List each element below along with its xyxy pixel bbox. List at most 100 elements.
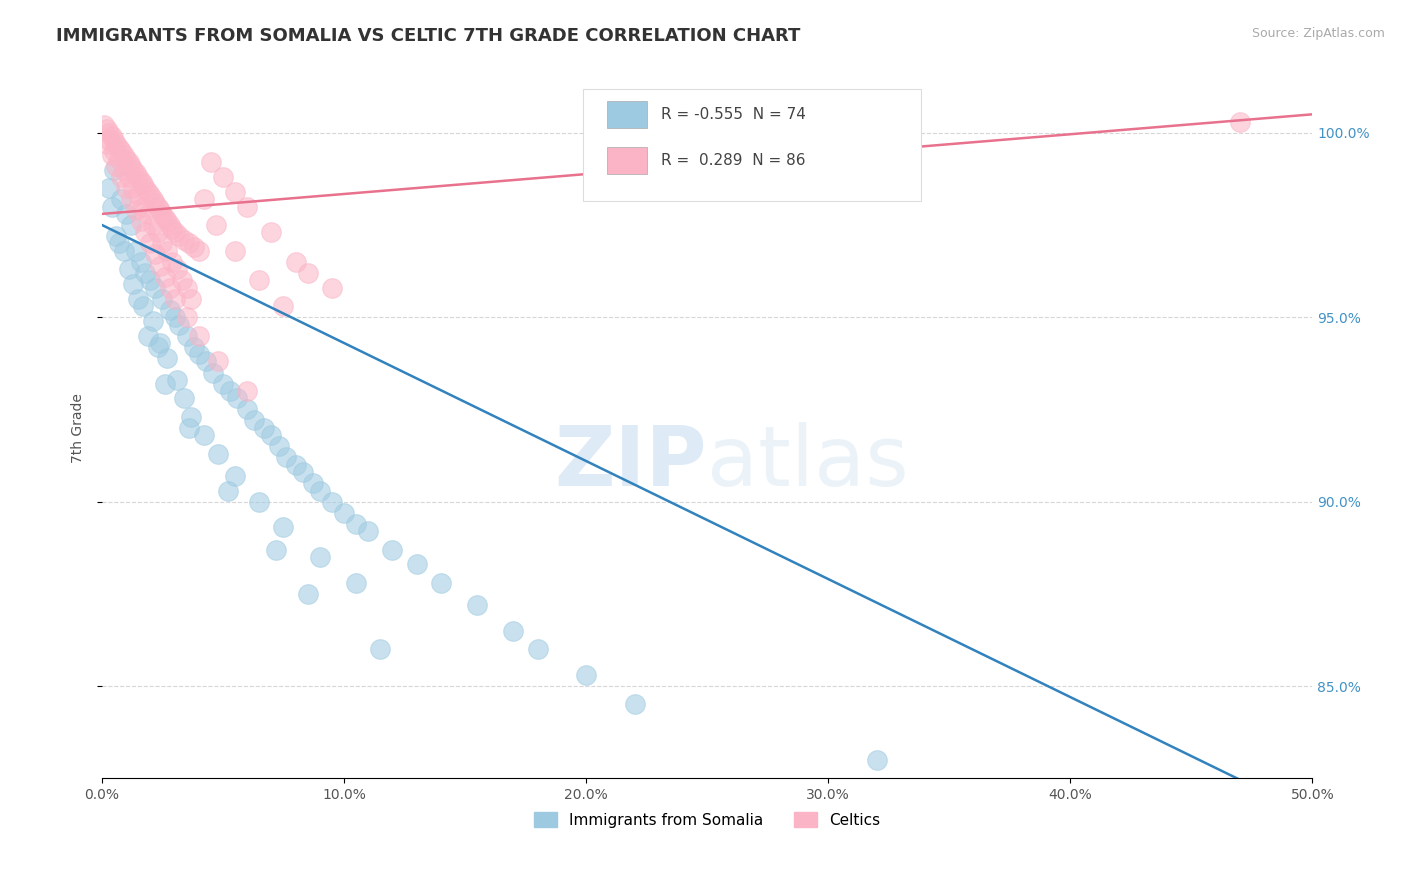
Point — [183, 340, 205, 354]
Point — [134, 266, 156, 280]
Point — [127, 188, 149, 202]
Point — [120, 159, 142, 173]
Point — [146, 340, 169, 354]
Point — [344, 516, 367, 531]
Point — [160, 221, 183, 235]
Point — [134, 181, 156, 195]
Point — [110, 169, 132, 184]
Point — [273, 299, 295, 313]
Point — [370, 642, 392, 657]
Point — [98, 133, 121, 147]
Point — [260, 428, 283, 442]
Point — [212, 376, 235, 391]
Point — [173, 233, 195, 247]
Point — [117, 155, 139, 169]
Point — [115, 207, 138, 221]
Point — [219, 384, 242, 398]
Point — [153, 376, 176, 391]
Point — [247, 273, 270, 287]
Point — [183, 240, 205, 254]
Point — [297, 266, 319, 280]
Point — [163, 310, 186, 325]
Point — [134, 225, 156, 239]
Point — [333, 506, 356, 520]
Point — [120, 218, 142, 232]
Point — [100, 200, 122, 214]
Point — [98, 126, 121, 140]
Point — [344, 575, 367, 590]
Point — [284, 255, 307, 269]
Text: R =  0.289  N = 86: R = 0.289 N = 86 — [661, 153, 806, 168]
Point — [236, 402, 259, 417]
Point — [122, 277, 145, 291]
Point — [110, 192, 132, 206]
Point — [132, 200, 155, 214]
Text: ZIP: ZIP — [554, 423, 707, 503]
Point — [108, 140, 131, 154]
Point — [146, 200, 169, 214]
Point — [308, 549, 330, 564]
Point — [465, 598, 488, 612]
Point — [103, 145, 125, 159]
Point — [129, 255, 152, 269]
Point — [176, 281, 198, 295]
Point — [321, 281, 343, 295]
Point — [226, 392, 249, 406]
Point — [110, 145, 132, 159]
Point — [169, 318, 191, 332]
Point — [253, 421, 276, 435]
Point — [125, 166, 148, 180]
Point — [308, 483, 330, 498]
Point — [267, 439, 290, 453]
Point — [187, 244, 209, 258]
Point — [381, 542, 404, 557]
Point — [202, 366, 225, 380]
Point — [112, 148, 135, 162]
Point — [136, 207, 159, 221]
Point — [224, 244, 246, 258]
Point — [159, 302, 181, 317]
Point — [117, 262, 139, 277]
Point — [143, 195, 166, 210]
Point — [103, 162, 125, 177]
Point — [105, 159, 128, 173]
Point — [284, 458, 307, 472]
Text: atlas: atlas — [707, 423, 908, 503]
Point — [153, 211, 176, 225]
Text: IMMIGRANTS FROM SOMALIA VS CELTIC 7TH GRADE CORRELATION CHART: IMMIGRANTS FROM SOMALIA VS CELTIC 7TH GR… — [56, 27, 800, 45]
Point — [142, 192, 165, 206]
Point — [149, 336, 172, 351]
Point — [430, 575, 453, 590]
Point — [301, 476, 323, 491]
Point — [115, 152, 138, 166]
Point — [176, 310, 198, 325]
Point — [575, 668, 598, 682]
Point — [405, 558, 427, 572]
Point — [156, 351, 179, 365]
Point — [526, 642, 548, 657]
Point — [297, 587, 319, 601]
Point — [152, 292, 174, 306]
Point — [127, 169, 149, 184]
Point — [100, 148, 122, 162]
Point — [156, 214, 179, 228]
Point — [180, 292, 202, 306]
Point — [105, 136, 128, 151]
Point — [139, 188, 162, 202]
Point — [193, 428, 215, 442]
Point — [115, 181, 138, 195]
Point — [100, 129, 122, 144]
Point — [127, 292, 149, 306]
Point — [623, 698, 645, 712]
Point — [143, 281, 166, 295]
Point — [136, 328, 159, 343]
Point — [236, 384, 259, 398]
Point — [1229, 114, 1251, 128]
Point — [204, 218, 226, 232]
Point — [200, 155, 222, 169]
Point — [139, 236, 162, 251]
Point — [132, 178, 155, 192]
Point — [224, 468, 246, 483]
Point — [96, 122, 118, 136]
Point — [152, 236, 174, 251]
